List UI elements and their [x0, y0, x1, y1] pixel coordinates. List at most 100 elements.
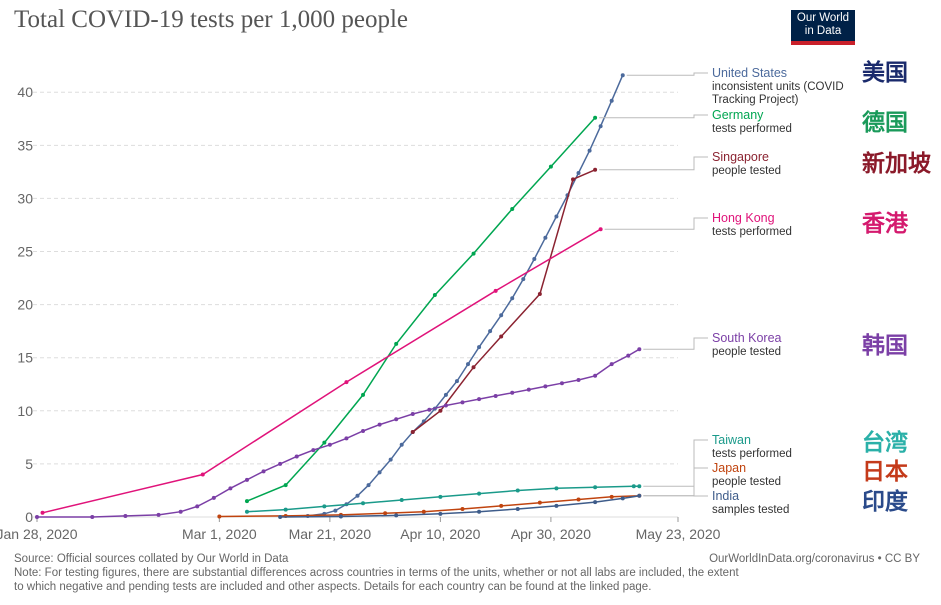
chart-title: Total COVID-19 tests per 1,000 people: [14, 6, 409, 33]
data-point-japan: [537, 500, 542, 505]
series-sub-india: samples tested: [712, 504, 789, 516]
series-sub-taiwan: tests performed: [712, 448, 792, 460]
label-connector-united-states: [626, 72, 708, 76]
x-tick-label: Mar 21, 2020: [289, 526, 372, 542]
footer: Source: Official sources collated by Our…: [14, 552, 934, 594]
series-cn-india: 印度: [862, 488, 909, 514]
series-line-india: [280, 495, 640, 518]
label-connector-japan: [643, 467, 708, 497]
y-tick-labels: 0 5 10 15 20 25 30 35 40: [17, 84, 33, 525]
data-point-india: [593, 500, 598, 505]
label-connector-singapore: [599, 156, 708, 171]
y-tick-label: 40: [17, 84, 33, 100]
series-name-japan: Japan: [712, 461, 746, 475]
source-url[interactable]: OurWorldInData.org/coronavirus • CC BY: [709, 553, 920, 565]
data-point-hong-kong: [40, 510, 45, 515]
data-point-taiwan: [593, 485, 598, 490]
grid-lines: [33, 91, 678, 518]
data-point-taiwan: [477, 491, 482, 496]
y-tick-label: 0: [25, 509, 33, 525]
data-point-singapore: [537, 292, 542, 296]
data-point-taiwan: [322, 504, 327, 509]
data-point-singapore: [438, 408, 443, 413]
data-point-united-states: [377, 470, 382, 475]
y-tick-label: 10: [17, 403, 33, 419]
series-name-germany: Germany: [712, 108, 764, 122]
series-cn-united-states: 美国: [862, 59, 908, 85]
x-tick-label: Apr 30, 2020: [511, 526, 591, 542]
data-point-south-korea: [361, 428, 366, 433]
data-point-singapore: [471, 365, 476, 370]
data-point-south-korea: [311, 448, 316, 453]
data-point-germany: [471, 251, 476, 256]
data-point-united-states: [499, 313, 504, 318]
source-text: Source: Official sources collated by Our…: [14, 553, 289, 565]
y-tick-label: 15: [17, 350, 33, 366]
data-point-japan: [217, 514, 222, 519]
data-point-united-states: [576, 170, 581, 175]
data-point-india: [637, 493, 642, 498]
series-cn-taiwan: 台湾: [862, 429, 908, 455]
series-name-singapore: Singapore: [712, 150, 769, 164]
series-line-japan: [219, 495, 640, 518]
data-point-hong-kong: [200, 472, 205, 477]
y-tick-label: 30: [17, 190, 33, 206]
data-point-south-korea: [156, 512, 161, 517]
series-sub-united-states: Tracking Project): [712, 94, 799, 106]
series-sub-south-korea: people tested: [712, 346, 781, 358]
label-connector-taiwan: [643, 439, 708, 487]
data-point-south-korea: [211, 495, 216, 500]
data-point-united-states: [532, 256, 537, 261]
data-point-south-korea: [123, 513, 128, 518]
owid-logo[interactable]: Our World in Data: [791, 10, 855, 45]
data-point-germany: [244, 499, 249, 504]
series-sub-united-states: inconsistent units (COVID: [712, 81, 844, 93]
data-point-south-korea: [228, 486, 233, 491]
data-point-south-korea: [90, 515, 95, 519]
data-point-south-korea: [576, 378, 581, 383]
data-point-japan: [383, 511, 388, 516]
note-line-2: to which negative and pending tests are …: [14, 581, 652, 593]
data-point-india: [338, 514, 343, 519]
series-sub-singapore: people tested: [712, 165, 781, 177]
data-point-united-states: [388, 457, 393, 462]
logo-line2: in Data: [804, 25, 842, 37]
series-sub-hong-kong: tests performed: [712, 226, 792, 238]
data-point-united-states: [477, 345, 482, 350]
x-tick-labels: Jan 28, 2020 Mar 1, 2020 Mar 21, 2020 Apr 1…: [0, 517, 721, 542]
data-point-south-korea: [427, 407, 432, 412]
series-name-hong-kong: Hong Kong: [712, 211, 775, 225]
data-point-singapore: [593, 167, 598, 172]
data-point-south-korea: [377, 422, 382, 427]
data-point-united-states: [488, 329, 493, 334]
label-connector-hong-kong: [604, 217, 708, 230]
data-point-south-korea: [609, 362, 614, 367]
data-point-south-korea: [443, 403, 448, 408]
data-point-south-korea: [278, 461, 283, 466]
label-connector-germany: [599, 114, 708, 119]
series-name-india: India: [712, 489, 739, 503]
data-point-united-states: [399, 442, 404, 447]
data-point-singapore: [571, 177, 576, 182]
data-point-south-korea: [559, 381, 564, 386]
data-point-germany: [283, 483, 288, 488]
data-point-south-korea: [35, 515, 39, 519]
data-point-taiwan: [631, 484, 636, 489]
data-point-south-korea: [626, 353, 631, 358]
x-tick-label: Mar 1, 2020: [182, 526, 257, 542]
data-point-germany: [322, 440, 327, 445]
data-point-japan: [460, 507, 465, 512]
data-point-united-states: [543, 235, 548, 240]
data-point-hong-kong: [598, 227, 603, 232]
series-sub-japan: people tested: [712, 476, 781, 488]
data-point-germany: [394, 341, 399, 346]
data-point-india: [620, 496, 625, 501]
data-point-south-korea: [410, 411, 415, 416]
series-line-singapore: [412, 169, 596, 433]
data-point-united-states: [333, 508, 338, 513]
data-point-south-korea: [394, 417, 399, 422]
line-chart: 0 5 10 15 20 25 30 35 40 Jan 28, 2020 Mar 1, 2020…: [0, 59, 931, 542]
data-point-south-korea: [195, 504, 200, 509]
series-cn-hong-kong: 香港: [862, 210, 909, 236]
series-cn-south-korea: 韩国: [862, 332, 908, 358]
